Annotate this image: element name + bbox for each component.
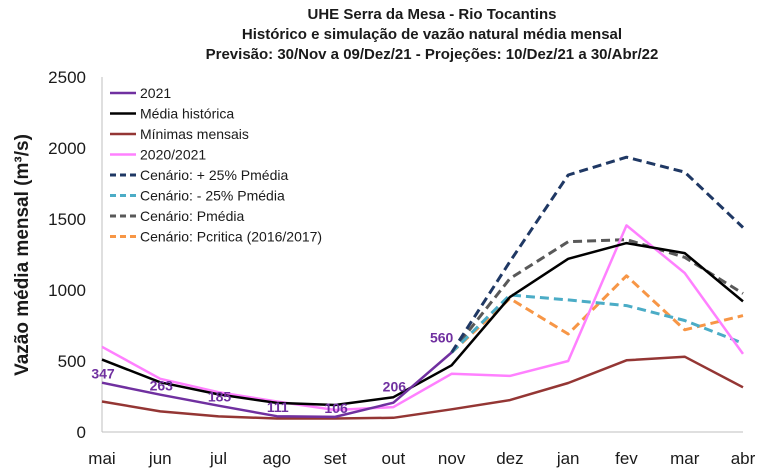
chart-title-line-2: Histórico e simulação de vazão natural m… xyxy=(242,26,622,43)
y-axis-label: Vazão média mensal (m³/s) xyxy=(12,134,33,376)
y-tick-label: 2000 xyxy=(48,139,86,158)
x-tick-label: jul xyxy=(209,449,227,468)
series-line-0 xyxy=(101,351,453,419)
series-line-1 xyxy=(101,241,744,407)
x-tick-label: mar xyxy=(670,449,700,468)
data-label: 347 xyxy=(91,366,115,382)
x-tick-label: jun xyxy=(148,449,172,468)
series-line-2 xyxy=(101,355,744,420)
legend: 2021 Média histórica Mínimas mensais 2020/2… xyxy=(110,85,322,245)
series-lines xyxy=(101,155,745,420)
data-label: 111 xyxy=(267,399,289,415)
legend-label: Cenário: Pcritica (2016/2017) xyxy=(140,229,322,245)
chart-title-line-1: UHE Serra da Mesa - Rio Tocantins xyxy=(308,6,557,23)
data-label: 185 xyxy=(208,389,232,405)
x-tick-label: jan xyxy=(556,449,580,468)
data-label: 560 xyxy=(430,329,454,345)
chart-title-line-3: Previsão: 30/Nov a 09/Dez/21 - Projeções… xyxy=(206,46,659,63)
series-line-3 xyxy=(101,224,745,412)
x-tick-label: set xyxy=(324,449,347,468)
x-tick-label: ago xyxy=(263,449,291,468)
y-tick-label: 1500 xyxy=(48,210,86,229)
legend-label: Cenário: Pmédia xyxy=(140,208,244,224)
data-labels: 347 263 185 111 106 206 560 xyxy=(91,329,453,415)
series-line-5 xyxy=(450,293,744,354)
y-tick-label: 0 xyxy=(77,423,86,442)
x-tick-label: dez xyxy=(496,449,523,468)
y-tick-label: 1000 xyxy=(48,281,86,300)
legend-label: Cenário: - 25% Pmédia xyxy=(140,188,285,204)
x-tick-label: fev xyxy=(615,449,638,468)
x-tick-label: abr xyxy=(731,449,756,468)
series-line-7 xyxy=(450,274,744,354)
legend-label: 2020/2021 xyxy=(140,147,206,163)
y-tick-label: 2500 xyxy=(48,68,86,87)
legend-label: Cenário: + 25% Pmédia xyxy=(140,167,288,183)
x-tick-label: nov xyxy=(438,449,466,468)
data-label: 206 xyxy=(383,379,407,395)
legend-label: Mínimas mensais xyxy=(140,126,249,142)
legend-label: Média histórica xyxy=(140,106,234,122)
y-tick-labels: 0 500 1000 1500 2000 2500 xyxy=(48,68,86,442)
data-label: 106 xyxy=(324,400,348,416)
x-tick-label: mai xyxy=(88,449,115,468)
data-label: 263 xyxy=(150,378,174,394)
x-tick-label: out xyxy=(382,449,406,468)
y-tick-label: 500 xyxy=(58,352,86,371)
x-tick-labels: mai jun jul ago set out nov dez jan fev mar abr xyxy=(88,449,755,468)
legend-label: 2021 xyxy=(140,85,171,101)
series-line-4 xyxy=(450,155,745,354)
series-line-6 xyxy=(450,238,744,354)
